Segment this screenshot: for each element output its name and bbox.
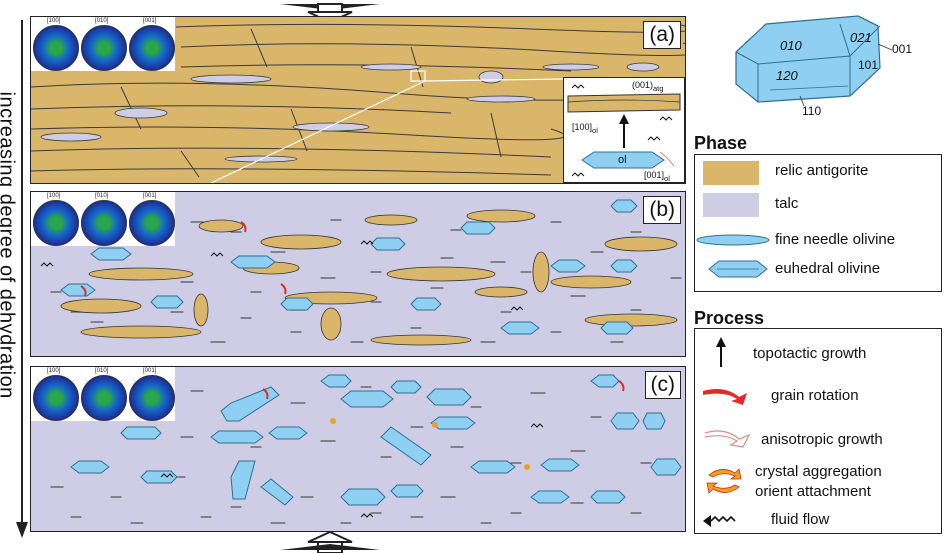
bottom-compression-arrow xyxy=(280,532,380,553)
inset-top-label: (001)atg xyxy=(632,80,664,93)
pole-figure xyxy=(81,200,127,246)
phase-item-fine-needle-olivine: fine needle olivine xyxy=(775,231,896,248)
crystal-face-021: 021 xyxy=(850,30,872,45)
panel-b-label: (b) xyxy=(643,196,681,224)
pole-figure xyxy=(33,25,79,71)
crystal-callout-110: 110 xyxy=(802,104,822,118)
panel-b: [100] [010] [001] (b) xyxy=(30,191,686,357)
phase-heading: Phase xyxy=(694,133,748,153)
inset-topotactic: (001)atg [100]ol [001]ol ol xyxy=(563,77,685,183)
inset-left-label: [100]ol xyxy=(572,122,598,135)
crystal-face-120: 120 xyxy=(776,68,798,83)
pole-figure-label: [010] xyxy=(95,193,109,199)
panel-c-texture xyxy=(50,374,682,524)
panel-a-label: (a) xyxy=(643,21,681,49)
process-item-crystal-aggregation: crystal aggregation xyxy=(755,463,882,480)
phase-legend: relic antigorite talc fine needle olivin… xyxy=(694,154,942,292)
crystal-callout-001: 001 xyxy=(892,42,913,56)
pole-figure-label: [100] xyxy=(47,18,61,24)
pole-figure xyxy=(33,200,79,246)
process-legend-symbols xyxy=(703,337,751,527)
pole-figure-label: [001] xyxy=(143,193,157,199)
inset-crystal-label: ol xyxy=(618,154,627,166)
crystal-face-101: 101 xyxy=(858,58,879,72)
phase-legend-swatches xyxy=(696,161,770,278)
pole-figure-label: [100] xyxy=(47,193,61,199)
pole-figure-label: [100] xyxy=(47,368,61,374)
pole-figure xyxy=(129,375,175,421)
process-item-fluid-flow: fluid flow xyxy=(771,511,830,528)
process-item-grain-rotation: grain rotation xyxy=(771,387,859,404)
process-legend: topotactic growth grain rotation anisotr… xyxy=(694,328,942,534)
crystal-face-010: 010 xyxy=(780,38,802,53)
inset-right-label: [001]ol xyxy=(644,170,670,183)
panel-a: [100] [010] [001] (001)atg [100]ol [001]… xyxy=(30,16,686,184)
phase-item-euhedral-olivine: euhedral olivine xyxy=(775,260,881,277)
panel-b-texture xyxy=(40,199,682,346)
pole-figure xyxy=(33,375,79,421)
pole-figure-label: [001] xyxy=(143,368,157,374)
pole-figure-label: [010] xyxy=(95,18,109,24)
panel-c: [100] [010] [001] (c) xyxy=(30,366,686,532)
pole-figure xyxy=(129,25,175,71)
process-heading: Process xyxy=(694,308,765,328)
panel-a-pole-figures: [100] [010] [001] xyxy=(31,17,175,71)
pole-figure-label: [010] xyxy=(95,368,109,374)
phase-item-antigorite: relic antigorite xyxy=(775,162,869,179)
pole-figure xyxy=(129,200,175,246)
dehydration-axis-label: increasing degree of dehydration xyxy=(0,91,18,399)
phase-item-talc: talc xyxy=(775,195,799,212)
pole-figure xyxy=(81,375,127,421)
process-item-topotactic-growth: topotactic growth xyxy=(753,345,867,362)
panel-a-texture xyxy=(31,23,685,183)
panel-c-label: (c) xyxy=(644,371,681,399)
olivine-crystal-diagram: 010 021 120 101 001 110 xyxy=(730,10,940,120)
dehydration-axis-arrow xyxy=(16,20,28,538)
inset-drawing xyxy=(567,84,681,177)
pole-figure-label: [001] xyxy=(143,18,157,24)
process-item-anisotropic-growth: anisotropic growth xyxy=(761,431,883,448)
olivine-crystal-drawing xyxy=(735,15,893,107)
process-item-orient-attachment: orient attachment xyxy=(755,483,871,500)
panel-b-pole-figures: [100] [010] [001] xyxy=(31,192,175,246)
pole-figure xyxy=(81,25,127,71)
panel-c-pole-figures: [100] [010] [001] xyxy=(31,367,175,421)
